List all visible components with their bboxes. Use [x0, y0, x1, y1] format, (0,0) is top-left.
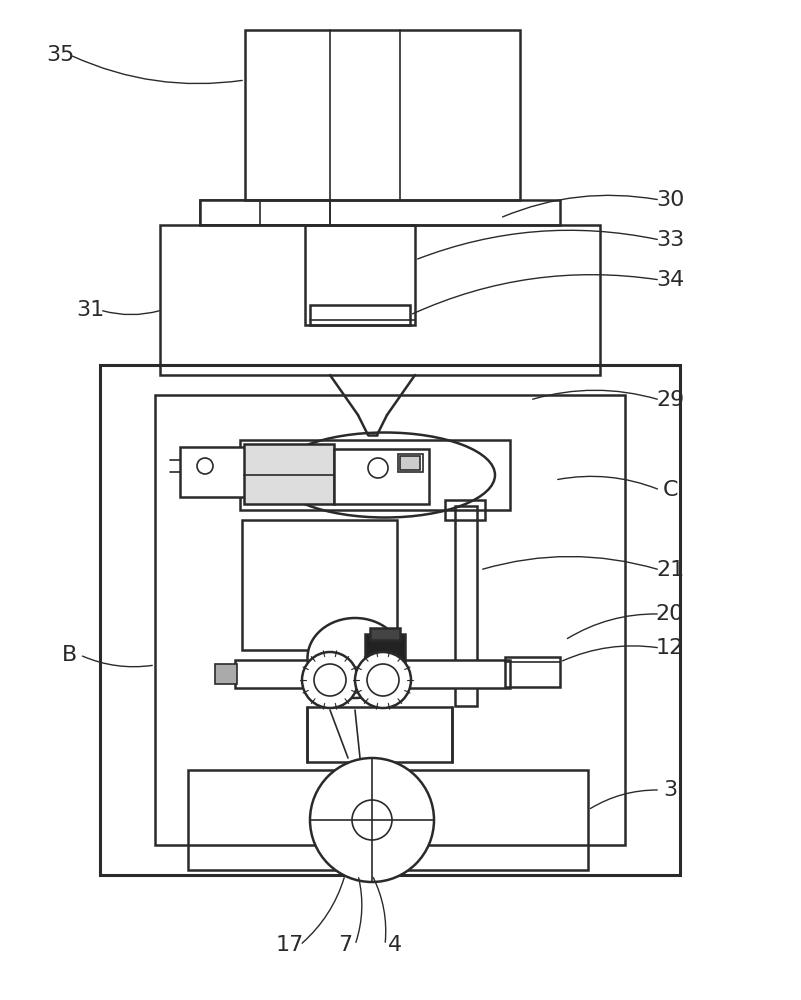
Text: 33: 33: [656, 230, 684, 250]
Bar: [160, 225, 600, 375]
Text: 12: 12: [656, 638, 684, 658]
Text: 20: 20: [656, 604, 684, 624]
Bar: [245, 30, 520, 200]
Bar: [365, 634, 405, 662]
Bar: [200, 200, 330, 225]
Bar: [180, 447, 245, 497]
Bar: [100, 365, 680, 875]
Text: 4: 4: [388, 935, 402, 955]
Circle shape: [302, 652, 358, 708]
Bar: [505, 657, 560, 687]
Circle shape: [355, 652, 411, 708]
Text: 21: 21: [656, 560, 684, 580]
Text: 29: 29: [656, 390, 684, 410]
Bar: [398, 454, 423, 472]
Text: 17: 17: [276, 935, 304, 955]
Text: 34: 34: [656, 270, 684, 290]
Bar: [188, 770, 588, 870]
Bar: [244, 444, 334, 504]
Bar: [215, 664, 237, 684]
Bar: [155, 395, 625, 845]
Bar: [305, 225, 415, 325]
Bar: [242, 520, 397, 650]
Ellipse shape: [308, 618, 402, 698]
Text: C: C: [662, 480, 678, 500]
Text: B: B: [62, 645, 78, 665]
Bar: [455, 506, 477, 706]
Bar: [310, 305, 410, 325]
Bar: [370, 628, 400, 640]
Text: 3: 3: [663, 780, 677, 800]
Bar: [307, 707, 452, 762]
Bar: [400, 456, 420, 470]
Bar: [240, 440, 510, 510]
Bar: [445, 500, 485, 520]
Bar: [334, 449, 429, 504]
Text: 7: 7: [338, 935, 352, 955]
Text: 31: 31: [76, 300, 104, 320]
Text: 30: 30: [656, 190, 684, 210]
Bar: [200, 200, 560, 225]
Bar: [235, 660, 510, 688]
Text: 35: 35: [46, 45, 74, 65]
Circle shape: [310, 758, 434, 882]
